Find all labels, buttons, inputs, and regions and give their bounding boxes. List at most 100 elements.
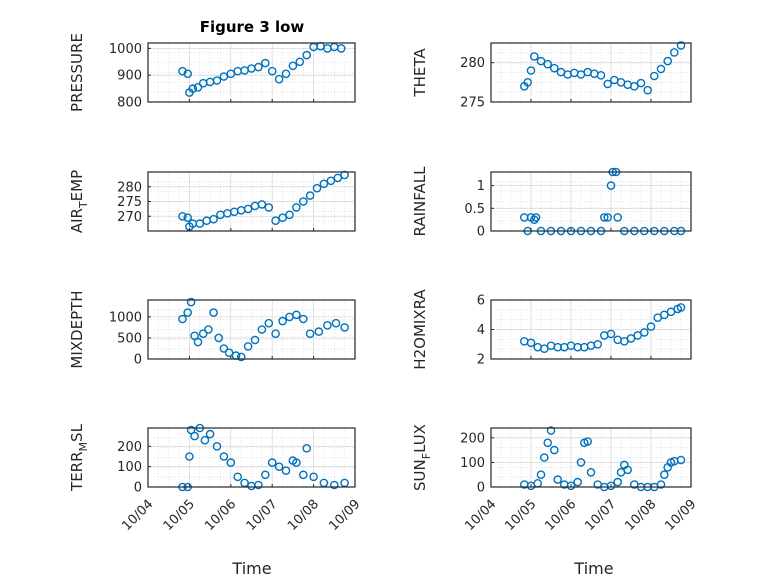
axes-box bbox=[147, 299, 356, 360]
data-point bbox=[257, 325, 267, 334]
data-point bbox=[260, 58, 270, 68]
data-markers bbox=[178, 423, 349, 492]
data-point bbox=[650, 71, 659, 81]
data-point bbox=[298, 470, 308, 480]
data-point bbox=[576, 458, 586, 467]
data-point bbox=[603, 79, 613, 89]
data-point bbox=[209, 214, 218, 224]
data-point bbox=[312, 183, 322, 193]
x-axis-label-left: Time bbox=[231, 559, 271, 578]
data-point bbox=[583, 437, 593, 446]
subplot-rainfall: 1 0.5 0 RAINFALL bbox=[411, 166, 692, 240]
data-point bbox=[613, 213, 623, 222]
data-point bbox=[676, 41, 686, 50]
data-point bbox=[243, 204, 253, 214]
data-point bbox=[260, 470, 270, 480]
data-point bbox=[183, 213, 192, 222]
data-markers bbox=[520, 303, 686, 354]
data-markers bbox=[178, 170, 349, 231]
data-point bbox=[319, 179, 329, 189]
data-point bbox=[302, 443, 312, 453]
data-point bbox=[573, 477, 583, 487]
data-point bbox=[331, 318, 341, 328]
axes-box bbox=[490, 171, 692, 232]
data-point bbox=[523, 78, 533, 87]
data-point bbox=[660, 470, 669, 480]
data-point bbox=[183, 308, 192, 317]
y-tick-label: 1 bbox=[477, 179, 485, 194]
y-tick-label: 2 bbox=[477, 353, 485, 368]
data-point bbox=[185, 452, 194, 461]
subplot-theta: 280 275 THETA bbox=[411, 41, 692, 111]
subplot-pressure: 1000 900 800 PRESSURE bbox=[68, 33, 356, 112]
data-point bbox=[298, 197, 308, 206]
y-axis-label: THETA bbox=[411, 48, 429, 98]
data-point bbox=[178, 314, 187, 324]
data-point bbox=[656, 64, 666, 74]
data-point bbox=[543, 59, 553, 69]
y-tick-label: 200 bbox=[117, 440, 142, 455]
data-point bbox=[606, 329, 616, 339]
data-point bbox=[329, 480, 339, 490]
data-point bbox=[219, 452, 229, 461]
data-point bbox=[219, 344, 229, 353]
y-tick-label: 500 bbox=[117, 331, 142, 346]
data-point bbox=[285, 210, 294, 220]
data-point bbox=[336, 44, 346, 53]
data-point bbox=[626, 334, 636, 343]
data-point bbox=[630, 82, 639, 91]
y-tick-label: 0 bbox=[477, 225, 485, 240]
axes-box bbox=[147, 427, 356, 488]
data-point bbox=[298, 314, 308, 324]
data-point bbox=[292, 203, 301, 212]
data-point bbox=[186, 297, 196, 307]
data-point bbox=[204, 325, 213, 334]
data-point bbox=[640, 328, 649, 337]
data-point bbox=[566, 481, 576, 491]
data-point bbox=[546, 426, 556, 435]
data-point bbox=[178, 211, 187, 221]
data-point bbox=[200, 435, 210, 445]
data-point bbox=[623, 465, 633, 475]
y-tick-label: 1000 bbox=[109, 310, 142, 325]
data-point bbox=[340, 323, 349, 332]
data-point bbox=[646, 322, 656, 331]
y-tick-label: 275 bbox=[460, 96, 485, 111]
data-point bbox=[292, 310, 301, 320]
data-point bbox=[271, 216, 280, 225]
y-tick-label: 200 bbox=[460, 431, 485, 446]
data-point bbox=[540, 453, 549, 462]
y-tick-label: 280 bbox=[117, 180, 142, 195]
data-point bbox=[254, 62, 263, 72]
data-point bbox=[233, 472, 242, 482]
data-point bbox=[281, 466, 291, 476]
data-markers bbox=[520, 41, 686, 95]
y-axis-label: MIXDEPTH bbox=[68, 290, 86, 368]
data-markers bbox=[520, 426, 686, 492]
data-point bbox=[243, 342, 253, 351]
data-point bbox=[250, 335, 260, 345]
y-tick-label: 100 bbox=[117, 460, 142, 475]
y-tick-label: 270 bbox=[117, 210, 142, 225]
data-point bbox=[636, 78, 646, 88]
data-point bbox=[224, 348, 234, 358]
y-axis-label: RAINFALL bbox=[411, 166, 429, 237]
x-axis-label-right: Time bbox=[573, 559, 613, 578]
y-axis-label: SUNFLUX bbox=[411, 424, 433, 491]
data-point bbox=[295, 57, 305, 67]
data-point bbox=[314, 327, 324, 336]
data-point bbox=[254, 480, 263, 490]
data-point bbox=[212, 76, 222, 85]
data-point bbox=[540, 344, 549, 354]
data-point bbox=[267, 66, 277, 76]
data-point bbox=[302, 50, 312, 60]
data-point bbox=[274, 462, 284, 472]
data-point bbox=[536, 56, 546, 66]
data-point bbox=[660, 310, 669, 320]
data-point bbox=[526, 66, 536, 75]
data-point bbox=[593, 339, 603, 349]
data-point bbox=[264, 318, 274, 328]
